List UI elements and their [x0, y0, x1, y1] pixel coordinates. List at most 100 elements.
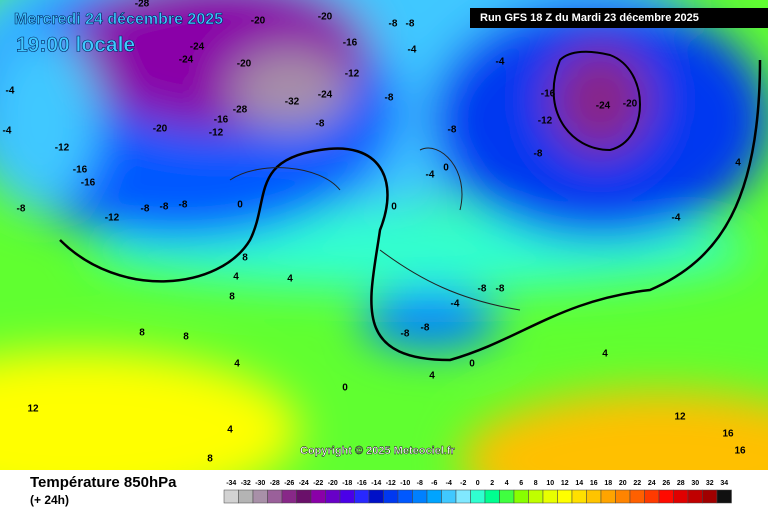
scale-swatch: [716, 489, 732, 504]
valid-time: 19:00 locale: [16, 34, 135, 57]
scale-label: -28: [270, 480, 280, 487]
scale-swatch: [397, 489, 413, 504]
scale-swatch: [586, 489, 602, 504]
scale-swatch: [368, 489, 384, 504]
contour-label: -16: [541, 89, 556, 100]
contour-label: -16: [73, 165, 88, 176]
contour-label: -8: [534, 149, 543, 160]
contour-label: 8: [183, 332, 189, 343]
scale-swatch: [252, 489, 268, 504]
contour-label: -20: [237, 59, 252, 70]
scale-swatch: [615, 489, 631, 504]
scale-swatch: [484, 489, 500, 504]
contour-label: -12: [538, 116, 553, 127]
contour-label: -8: [496, 284, 505, 295]
contour-label: 4: [429, 371, 435, 382]
contour-labels: -28-20 -20-8 -8-24-24 -20-16-4-12-24-32-28-…: [3, 0, 746, 465]
scale-label: 16: [590, 480, 598, 487]
contour-label: -8: [478, 284, 487, 295]
contour-label: -24: [596, 101, 611, 112]
scale-label: 12: [561, 480, 569, 487]
scale-label: 34: [720, 480, 728, 487]
contour-label: -20: [318, 12, 333, 23]
scale-label: -22: [313, 480, 323, 487]
contour-label: -8: [316, 119, 325, 130]
scale-label: -2: [460, 480, 466, 487]
contour-label: 16: [734, 446, 746, 457]
scale-swatch: [600, 489, 616, 504]
scale-swatch: [325, 489, 341, 504]
scale-label: -14: [371, 480, 381, 487]
contour-label: -4: [6, 86, 15, 97]
contour-label: 4: [602, 349, 608, 360]
contour-label: -32: [285, 97, 300, 108]
scale-swatch: [310, 489, 326, 504]
contour-label: -8: [421, 323, 430, 334]
contour-label: -12: [105, 213, 120, 224]
contour-label: -4: [426, 170, 435, 181]
scale-label: -6: [431, 480, 437, 487]
scale-label: 10: [546, 480, 554, 487]
contour-label: -24: [318, 90, 333, 101]
scale-swatch: [267, 489, 283, 504]
contour-label: -8: [385, 93, 394, 104]
scale-swatch: [542, 489, 558, 504]
contour-label: 12: [27, 404, 39, 415]
scale-label: 14: [575, 480, 583, 487]
contour-label: -24: [179, 55, 194, 66]
contour-label: -16: [214, 115, 229, 126]
color-scale: -34 -32 -30 -28 -26 -24 -22 -20 -18 -16 -14 -12 -10-…: [223, 480, 732, 504]
contour-label: -8: [179, 200, 188, 211]
scale-label: -18: [342, 480, 352, 487]
contour-label: 4: [287, 274, 293, 285]
scale-label: 26: [662, 480, 670, 487]
scale-label: -26: [284, 480, 294, 487]
scale-swatch: [455, 489, 471, 504]
scale-label: -8: [417, 480, 423, 487]
scale-swatch: [702, 489, 718, 504]
scale-label: 6: [519, 480, 523, 487]
scale-label: 2: [490, 480, 494, 487]
scale-swatch: [354, 489, 370, 504]
footer-lead: (+ 24h): [30, 493, 69, 507]
contour-label: -8: [448, 125, 457, 136]
scale-swatch: [673, 489, 689, 504]
scale-label: 30: [691, 480, 699, 487]
scale-swatch: [470, 489, 486, 504]
scale-label: -10: [400, 480, 410, 487]
contour-label: 0: [237, 200, 243, 211]
contour-label: -8: [389, 19, 398, 30]
scale-swatch: [687, 489, 703, 504]
scale-swatch: [296, 489, 312, 504]
scale-label: 4: [505, 480, 509, 487]
contour-label: 4: [234, 359, 240, 370]
scale-label: 8: [534, 480, 538, 487]
contour-label: -12: [55, 143, 70, 154]
contour-label: -12: [209, 128, 224, 139]
contour-label: -4: [3, 126, 12, 137]
scale-swatch: [426, 489, 442, 504]
scale-swatch: [499, 489, 515, 504]
contour-label: -16: [343, 38, 358, 49]
scale-swatch: [383, 489, 399, 504]
contour-label: -20: [251, 16, 266, 27]
scale-swatch: [441, 489, 457, 504]
contour-label: 4: [227, 425, 233, 436]
contour-label: 8: [207, 454, 213, 465]
scale-swatch: [513, 489, 529, 504]
scale-label: 20: [619, 480, 627, 487]
scale-swatch: [412, 489, 428, 504]
contour-label: 4: [735, 158, 741, 169]
scale-swatch: [644, 489, 660, 504]
scale-swatch: [223, 489, 239, 504]
footer-title: Température 850hPa: [30, 474, 177, 491]
contour-label: -8: [141, 204, 150, 215]
contour-label: -4: [496, 57, 505, 68]
scale-label: 0: [476, 480, 480, 487]
contour-label: -4: [672, 213, 681, 224]
contour-label: -24: [190, 42, 205, 53]
contour-label: -4: [451, 299, 460, 310]
scale-label: -20: [328, 480, 338, 487]
